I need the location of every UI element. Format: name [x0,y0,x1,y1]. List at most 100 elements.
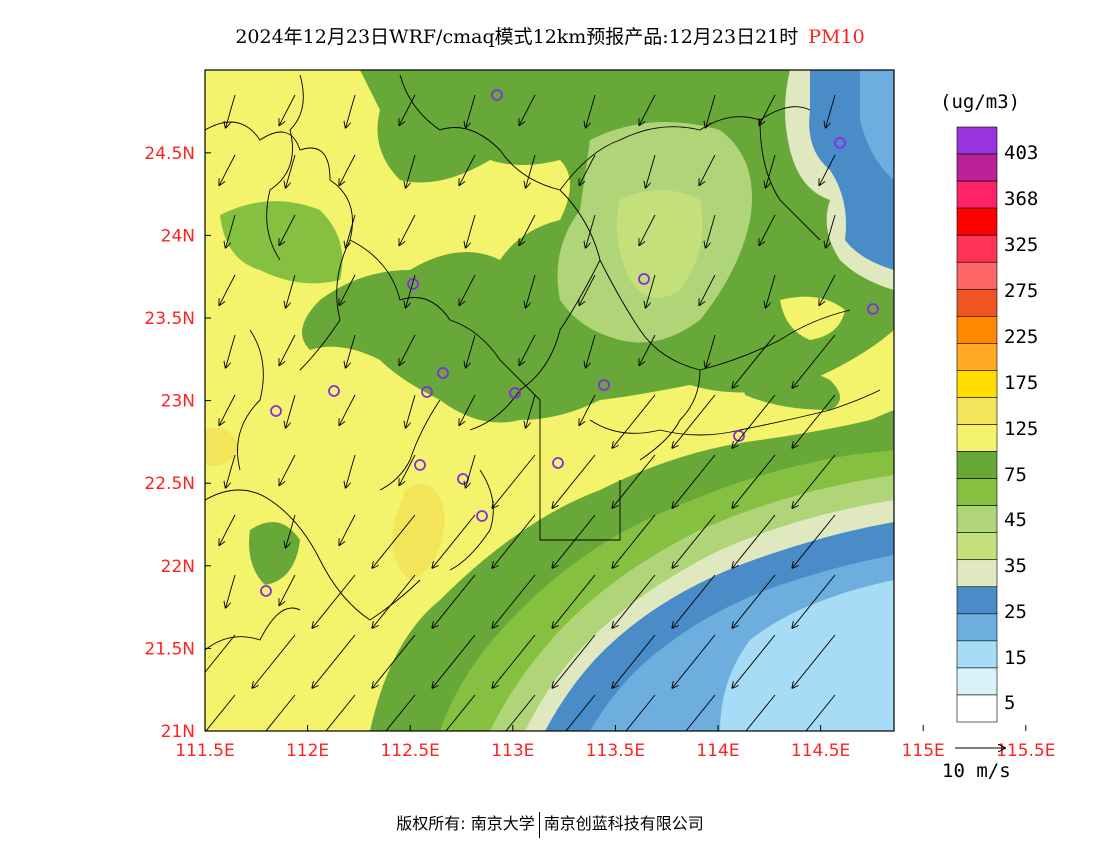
wind-arrow [766,274,776,308]
wind-arrow [519,334,536,365]
wind-arrow [745,694,776,731]
wind-arrow [699,154,716,185]
station-marker [491,89,503,101]
wind-arrow [766,154,776,188]
wind-arrow [286,154,296,188]
map-title: 2024年12月23日WRF/cmaq模式12km预报产品:12月23日21时 P… [0,22,1100,49]
legend-label: 125 [1004,418,1038,440]
wind-arrow [372,574,416,628]
wind-arrow [672,634,716,688]
wind-arrow [286,514,296,548]
lon-tick-label: 111.5E [175,741,234,761]
wind-arrow [586,94,596,128]
legend-unit: (ug/m3) [940,91,1020,113]
lat-tick-label: 23.5N [144,309,195,329]
wind-arrow [399,454,416,485]
wind-arrow [459,274,476,305]
station-marker [407,278,419,290]
wind-arrow [265,694,296,731]
wind-arrow [639,94,656,125]
wind-arrow [219,394,236,425]
wind-arrow [586,214,596,248]
wind-arrow [565,694,596,731]
color-legend [956,126,998,723]
legend-swatch [956,424,998,452]
wind-arrow [646,274,656,308]
lat-tick-label: 24.5N [144,144,195,164]
wind-arrow [612,514,656,568]
wind-arrow [226,214,236,248]
copyright-company: 南京创蓝科技有限公司 [543,814,704,833]
latitude-axis: 21N 21.5N 22N 22.5N 23N 23.5N 24N 24.5N [144,144,211,742]
legend-label: 45 [1004,509,1027,531]
wind-arrow [205,634,236,673]
wind-arrow [492,574,536,628]
sea-band [720,580,894,731]
green-band [616,190,703,298]
wind-arrow [706,334,716,368]
legend-swatch [956,640,998,669]
longitude-axis: 111.5E 112E 112.5E 113E 113.5E 114E 114.5E 115E… [175,725,1056,761]
station-marker [476,510,488,522]
wind-arrow [792,454,836,508]
wind-arrow [346,454,356,488]
wind-vectors [205,94,836,731]
wind-arrow [732,454,776,508]
wind-arrow [805,694,836,731]
legend-label: 368 [1004,188,1038,210]
legend-swatch [956,288,998,317]
station-markers [260,89,879,597]
sea-band [860,70,894,180]
wind-arrow [699,274,716,305]
wind-arrow [586,334,596,368]
wind-arrow [339,394,356,425]
wind-arrow [432,634,476,688]
legend-label: 275 [1004,280,1038,302]
legend-swatch [956,478,998,506]
legend-label: 175 [1004,372,1038,394]
wind-arrow [639,214,656,245]
legend-swatch [956,613,998,642]
green-band [740,366,840,410]
station-marker [328,385,340,397]
station-marker [260,585,272,597]
wind-arrow [372,634,416,688]
wind-arrow [612,634,656,688]
wind-arrow [219,274,236,305]
copyright-owner: 版权所有: 南京大学 [396,814,535,833]
wind-arrow [325,694,356,731]
wind-arrow [639,334,656,365]
wind-arrow [732,334,776,388]
wind-arrow [819,274,836,305]
wind-arrow [346,334,356,368]
wind-arrow [279,574,296,605]
legend-swatch [956,316,998,344]
wind-arrow [625,694,656,731]
wind-arrow [612,394,656,448]
legend-swatch [956,207,998,236]
wind-arrow [826,214,836,248]
wind-arrow [252,634,296,688]
wind-arrow [759,94,776,125]
legend-swatch [956,667,998,696]
wind-arrow [459,154,476,185]
wind-arrow [399,94,416,125]
wind-arrow [792,574,836,628]
station-marker [598,379,610,391]
lon-tick-label: 115.5E [996,741,1055,761]
wind-arrow [312,634,356,688]
wind-arrow [672,514,716,568]
wind-arrow [466,214,476,248]
wind-arrow [732,574,776,628]
wind-arrow [466,94,476,128]
legend-label: 403 [1004,142,1038,164]
legend-swatch [956,234,998,263]
reference-wind-label: 10 m/s [942,760,1011,782]
wind-arrow [226,454,236,488]
wind-arrow [219,514,236,545]
wind-arrow [312,574,356,628]
wind-arrow [732,634,776,688]
wind-arrow [406,274,416,308]
wind-arrow [826,94,836,128]
wind-arrow [685,694,716,731]
